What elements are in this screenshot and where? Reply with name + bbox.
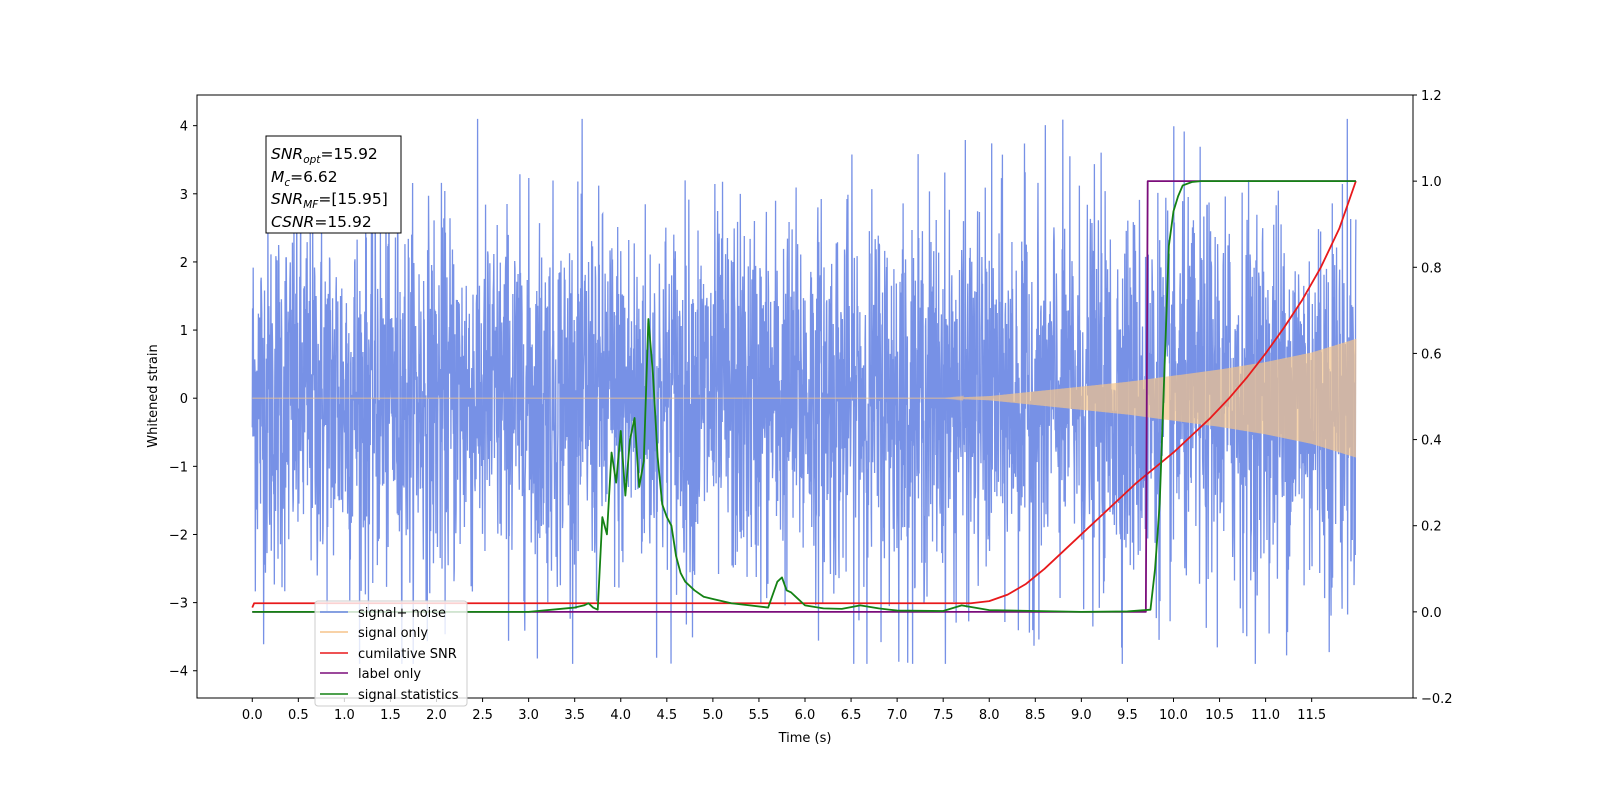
legend-label-signal-only: signal only bbox=[358, 626, 428, 641]
x-tick-label: 7.5 bbox=[933, 708, 954, 723]
annotation-line-mc: Mc=6.62 bbox=[271, 168, 338, 189]
y-axis-right: −0.2 0.0 0.2 0.4 0.6 0.8 1.0 1.2 bbox=[1413, 89, 1453, 707]
legend-label-cumilative-snr: cumilative SNR bbox=[358, 647, 457, 662]
x-tick-label: 0.0 bbox=[242, 708, 263, 723]
x-tick-label: 1.5 bbox=[380, 708, 401, 723]
x-tick-label: 6.0 bbox=[795, 708, 816, 723]
y2-tick-label: 0.8 bbox=[1421, 261, 1442, 276]
x-tick-label: 5.0 bbox=[703, 708, 724, 723]
x-tick-label: 2.0 bbox=[426, 708, 447, 723]
x-tick-label: 4.0 bbox=[610, 708, 631, 723]
x-tick-label: 1.0 bbox=[334, 708, 355, 723]
legend-label-label-only: label only bbox=[358, 667, 421, 682]
y2-tick-label: −0.2 bbox=[1421, 692, 1453, 707]
x-axis: 0.0 0.5 1.0 1.5 2.0 2.5 3.0 3.5 4.0 4.5 5.0 5.5 6.0 6… bbox=[242, 698, 1326, 723]
x-tick-label: 3.0 bbox=[518, 708, 539, 723]
x-tick-label: 8.5 bbox=[1025, 708, 1046, 723]
y2-tick-label: 0.4 bbox=[1421, 434, 1442, 449]
y-tick-label: 3 bbox=[180, 188, 188, 203]
x-tick-label: 6.5 bbox=[841, 708, 862, 723]
x-tick-label: 7.0 bbox=[887, 708, 908, 723]
x-axis-label: Time (s) bbox=[778, 731, 832, 746]
legend-label-signal-statistics: signal statistics bbox=[358, 688, 459, 703]
x-tick-label: 11.0 bbox=[1251, 708, 1280, 723]
legend: signal+ noise signal only cumilative SNR… bbox=[314, 600, 468, 707]
y-tick-label: −4 bbox=[169, 665, 188, 680]
y2-tick-label: 0.6 bbox=[1421, 347, 1442, 362]
series-cumilative-snr-line bbox=[251, 180, 1357, 608]
y-axis-left: −4 −3 −2 −1 0 1 2 3 4 bbox=[169, 120, 197, 680]
x-tick-label: 0.5 bbox=[288, 708, 309, 723]
annotation-line-snr-opt: SNRopt=15.92 bbox=[271, 145, 378, 166]
y-tick-label: −3 bbox=[169, 597, 188, 612]
y2-tick-label: 1.0 bbox=[1421, 175, 1442, 190]
x-tick-label: 5.5 bbox=[749, 708, 770, 723]
x-tick-label: 4.5 bbox=[656, 708, 677, 723]
x-tick-label: 10.5 bbox=[1205, 708, 1234, 723]
annotation-line-csnr: CSNR=15.92 bbox=[271, 213, 372, 231]
series-layer bbox=[251, 118, 1357, 664]
series-signal-statistics-line bbox=[252, 180, 1356, 613]
y2-tick-label: 0.0 bbox=[1421, 606, 1442, 621]
annotation-line-snr-mf: SNRMF=[15.95] bbox=[271, 190, 388, 211]
y2-tick-label: 1.2 bbox=[1421, 89, 1442, 104]
y-tick-label: 0 bbox=[180, 392, 188, 407]
series-signal-only-line bbox=[252, 338, 1357, 458]
annotation-box: SNRopt=15.92 Mc=6.62 SNRMF=[15.95] CSNR=… bbox=[265, 135, 402, 234]
x-tick-label: 2.5 bbox=[472, 708, 493, 723]
x-tick-label: 8.0 bbox=[979, 708, 1000, 723]
y-tick-label: 2 bbox=[180, 256, 188, 271]
y2-tick-label: 0.2 bbox=[1421, 520, 1442, 535]
x-tick-label: 9.5 bbox=[1117, 708, 1138, 723]
legend-label-signal-noise: signal+ noise bbox=[358, 606, 446, 621]
series-signal-plus-noise-line bbox=[251, 118, 1357, 664]
x-tick-label: 3.5 bbox=[564, 708, 585, 723]
x-tick-label: 10.0 bbox=[1159, 708, 1188, 723]
x-tick-label: 11.5 bbox=[1297, 708, 1326, 723]
x-tick-label: 9.0 bbox=[1071, 708, 1092, 723]
y-tick-label: −1 bbox=[169, 460, 188, 475]
y-axis-label: Whitened strain bbox=[146, 344, 161, 447]
y-tick-label: 4 bbox=[180, 120, 188, 135]
y-tick-label: −2 bbox=[169, 528, 188, 543]
y-tick-label: 1 bbox=[180, 324, 188, 339]
